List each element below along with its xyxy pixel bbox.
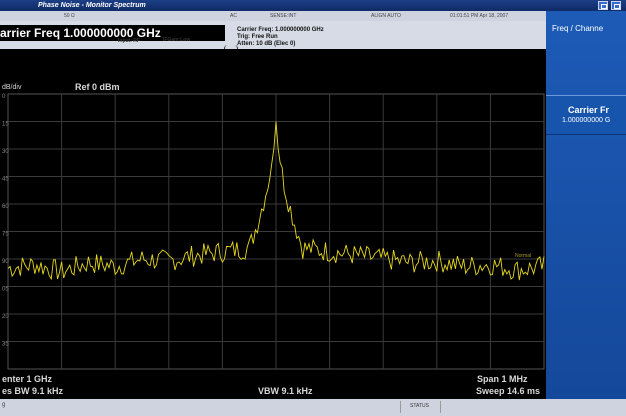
y-tick-label: 15	[2, 122, 9, 128]
info-carrier: Carrier Freq: 1.000000000 GHz	[237, 27, 324, 33]
status-divider	[440, 401, 441, 413]
spectrum-trace	[7, 121, 545, 281]
trace-mode-label: Normal	[515, 253, 531, 259]
y-tick-label: 05	[2, 287, 9, 293]
span-label: Span 1 MHz	[477, 374, 528, 384]
center-freq-label: enter 1 GHz	[2, 374, 53, 384]
window-titlebar: Phase Noise - Monitor Spectrum	[0, 0, 626, 11]
y-tick-label: 0	[2, 94, 6, 100]
y-tick-label: 90	[2, 259, 9, 265]
bottom-left-text: g	[2, 402, 6, 408]
y-tick-label: 45	[2, 177, 9, 183]
y-tick-label: 30	[2, 149, 9, 155]
carrier-freq-display[interactable]: arrier Freq 1.000000000 GHz	[0, 25, 225, 41]
ref-level-label: Ref 0 dBm	[75, 82, 120, 92]
softkey-menu-title: Freq / Channe	[552, 24, 604, 33]
softkey-panel: Freq / Channe Carrier Fr 1.000000000 G	[546, 11, 626, 399]
impedance-label: 50 Ω	[64, 13, 75, 19]
window-title: Phase Noise - Monitor Spectrum	[38, 2, 146, 9]
ifgain-label: IFGain:Low	[163, 37, 191, 43]
align-label: ALIGN AUTO	[371, 13, 401, 19]
y-tick-label: 60	[2, 204, 9, 210]
y-tick-label: 75	[2, 232, 9, 238]
status-divider	[400, 401, 401, 413]
softkey-value: 1.000000000 G	[562, 117, 611, 124]
info-panel: Carrier Freq: 1.000000000 GHz Trig: Free…	[237, 27, 324, 48]
scale-label: dB/div	[2, 84, 22, 91]
vbw-label: VBW 9.1 kHz	[258, 386, 313, 396]
minimize-icon[interactable]	[598, 1, 608, 10]
datetime-label: 01:01:51 PM Apr 18, 2007	[450, 13, 509, 19]
status-label: STATUS	[410, 403, 429, 409]
spectrum-plot[interactable]: dB/div Ref 0 dBm 0 15 30 45 60 75 90 05 20 35 Norm…	[0, 49, 546, 399]
sense-label: SENSE:INT	[270, 13, 297, 19]
input-label: Input: RF	[118, 38, 140, 44]
res-bw-label: es BW 9.1 kHz	[2, 386, 64, 396]
coupling-label: AC	[230, 13, 237, 19]
info-trig: Trig: Free Run	[237, 34, 278, 40]
softkey-label: Carrier Fr	[568, 105, 610, 115]
maximize-icon[interactable]	[611, 1, 621, 10]
status-row: 50 Ω AC SENSE:INT ALIGN AUTO 01:01:51 PM…	[0, 11, 546, 21]
y-tick-label: 35	[2, 342, 9, 348]
carrier-freq-softkey[interactable]: Carrier Fr 1.000000000 G	[546, 95, 626, 135]
measurement-header: arrier Freq 1.000000000 GHz Input: RF IF…	[0, 21, 546, 52]
sweep-label: Sweep 14.6 ms	[476, 386, 541, 396]
info-atten: Atten: 10 dB (Elec 0)	[237, 41, 296, 47]
status-bar: g STATUS	[0, 399, 626, 416]
y-tick-label: 20	[2, 314, 9, 320]
spectrum-chart: 0 15 30 45 60 75 90 05 20 35 Normal	[2, 93, 545, 370]
